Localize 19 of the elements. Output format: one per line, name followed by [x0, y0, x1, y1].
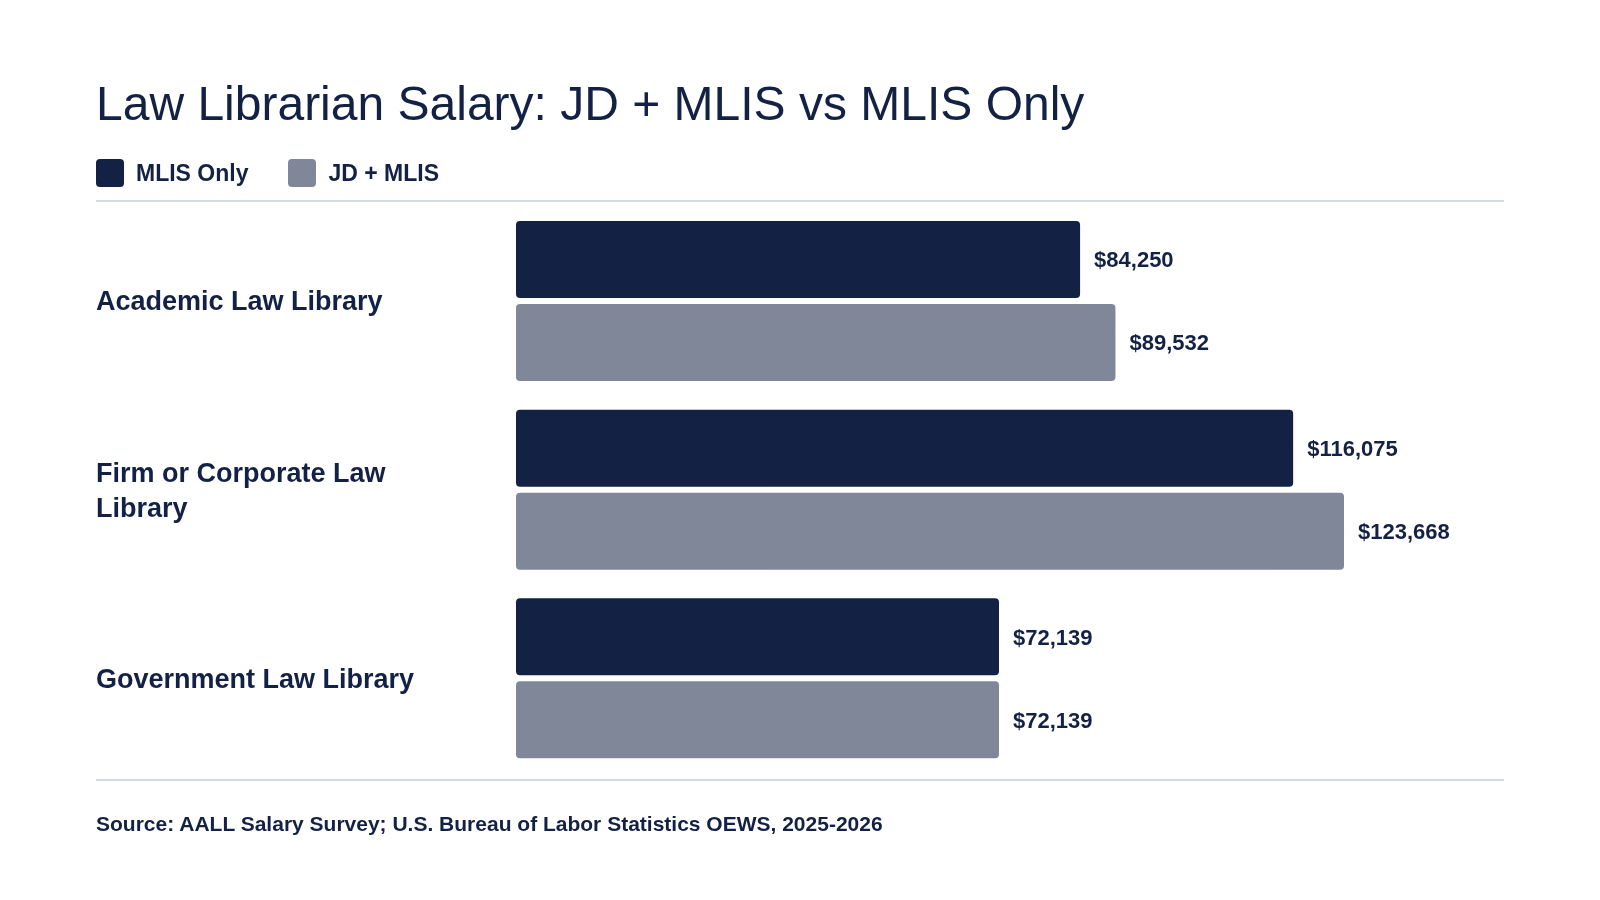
data-label: $72,139 [1013, 624, 1093, 650]
data-label: $72,139 [1013, 707, 1093, 733]
chart-title: Law Librarian Salary: JD + MLIS vs MLIS Only [96, 76, 1085, 132]
data-label: $84,250 [1094, 247, 1174, 273]
source-note: Source: AALL Salary Survey; U.S. Bureau of Labor Statistics OEWS, 2025-2026 [96, 812, 883, 836]
legend-label: JD + MLIS [328, 159, 440, 187]
bar [516, 681, 999, 759]
data-label: $123,668 [1358, 518, 1450, 544]
bar [516, 492, 1344, 570]
bar [516, 598, 999, 676]
data-label: $89,532 [1129, 330, 1209, 356]
legend-label: MLIS Only [136, 159, 249, 187]
y-tick-label: Government Law Library [96, 663, 415, 694]
y-tick-label: Academic Law Library [96, 286, 383, 317]
y-tick-label: Firm or Corporate Law Library [96, 457, 387, 523]
data-label: $116,075 [1307, 435, 1398, 461]
bar [516, 409, 1294, 487]
bar [516, 304, 1116, 381]
bar [516, 221, 1081, 298]
